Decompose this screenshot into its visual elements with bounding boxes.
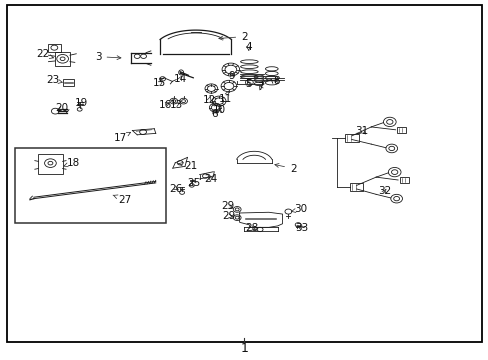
Bar <box>349 183 363 191</box>
Text: 31: 31 <box>354 126 367 135</box>
Bar <box>38 154 62 174</box>
Bar <box>63 79 74 86</box>
Text: 22: 22 <box>36 49 53 59</box>
Text: 1: 1 <box>240 342 248 355</box>
Text: 33: 33 <box>295 223 308 233</box>
Bar <box>344 134 358 141</box>
Text: 21: 21 <box>178 161 197 171</box>
Bar <box>55 51 70 66</box>
Text: 6: 6 <box>210 109 217 119</box>
Text: 29: 29 <box>221 201 234 211</box>
Text: 11: 11 <box>218 91 231 104</box>
Text: 7: 7 <box>257 82 264 93</box>
Text: 17: 17 <box>113 132 130 143</box>
Text: 26: 26 <box>169 184 183 194</box>
Bar <box>396 127 406 133</box>
Text: 2: 2 <box>274 163 296 174</box>
Text: 13: 13 <box>169 100 183 110</box>
Text: 2: 2 <box>219 32 247 41</box>
Text: 20: 20 <box>56 103 68 113</box>
Bar <box>15 148 166 223</box>
Bar <box>399 177 408 183</box>
Text: 32: 32 <box>377 186 390 197</box>
Text: 25: 25 <box>187 178 200 188</box>
Text: 24: 24 <box>204 174 218 184</box>
Text: 4: 4 <box>244 42 251 52</box>
Text: 15: 15 <box>153 78 166 88</box>
Bar <box>48 44 61 51</box>
Text: 8: 8 <box>273 76 280 86</box>
Text: 9: 9 <box>228 71 235 81</box>
Text: 30: 30 <box>291 204 307 215</box>
Text: 19: 19 <box>74 98 87 108</box>
Text: 5: 5 <box>244 79 251 89</box>
Text: 10: 10 <box>213 105 226 116</box>
Text: 12: 12 <box>203 95 216 105</box>
Text: 23: 23 <box>46 75 62 85</box>
Text: 3: 3 <box>95 51 121 62</box>
Text: 16: 16 <box>159 100 172 110</box>
Text: 18: 18 <box>64 158 81 168</box>
Text: 28: 28 <box>244 224 258 233</box>
Text: 27: 27 <box>113 195 131 205</box>
Text: 29: 29 <box>222 211 235 221</box>
Text: 14: 14 <box>173 74 186 84</box>
